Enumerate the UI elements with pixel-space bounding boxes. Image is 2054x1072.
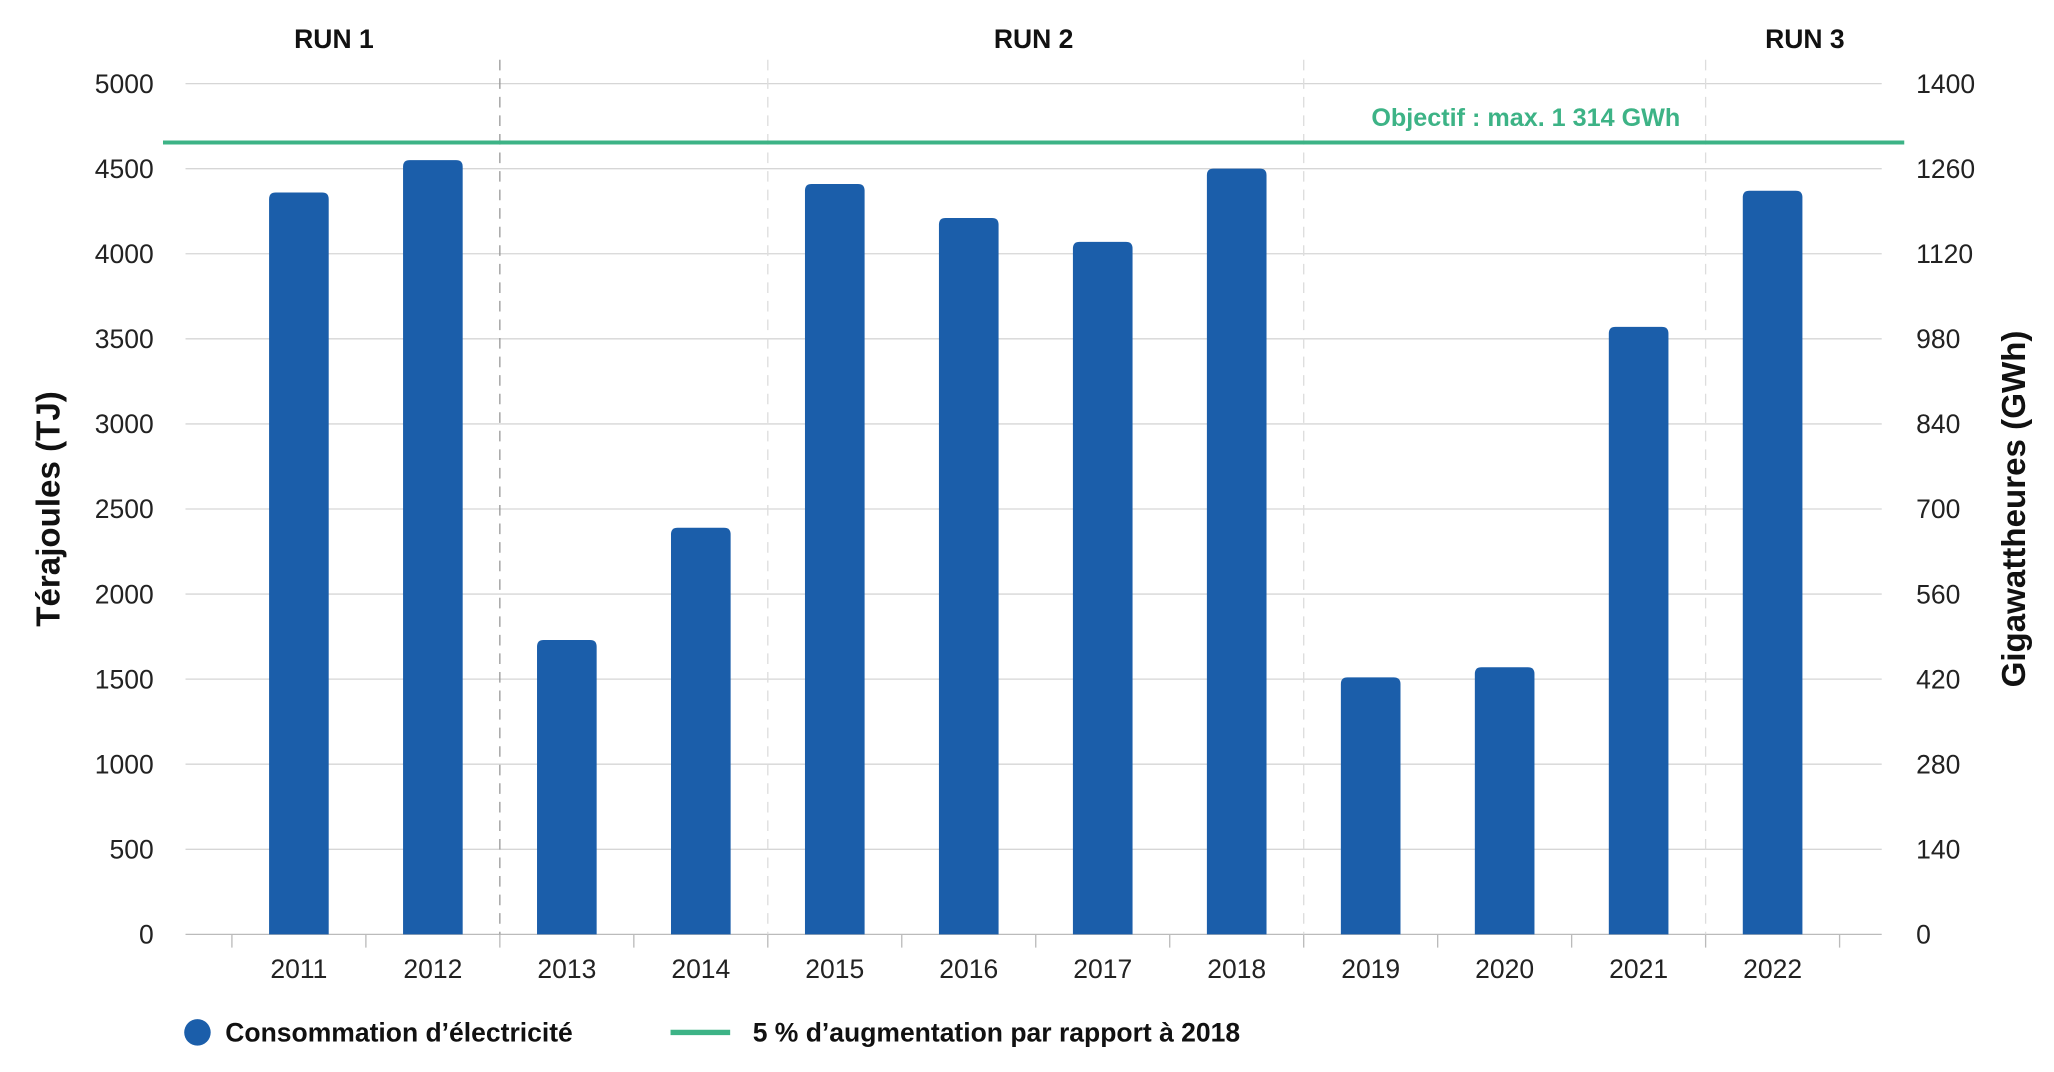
y-tick-label: 1500 [95,664,154,694]
y-tick-label-right: 140 [1916,835,1960,865]
y-tick-label: 500 [109,835,153,865]
bar-2015 [804,183,865,935]
y-axis-label-right: Gigawattheures (GWh) [1996,331,2033,688]
y-tick-label-right: 560 [1916,579,1960,609]
target-label: Objectif : max. 1 314 GWh [1371,104,1680,132]
x-tick-label: 2013 [537,954,596,984]
legend-label-bars: Consommation d’électricité [225,1018,573,1048]
run-labels: RUN 1 RUN 2 RUN 3 [294,24,1844,54]
run-label: RUN 1 [294,24,374,54]
y-tick-label-right: 420 [1916,664,1960,694]
bar-2019 [1340,677,1401,935]
bar-2017 [1072,241,1133,935]
y-axis-right: 0 140 280 420 560 700 840 980 1120 1260 1400 [1916,69,1975,950]
x-tick-label: 2017 [1073,954,1132,984]
bar-2018 [1206,168,1267,935]
y-tick-label-right: 840 [1916,409,1960,439]
y-tick-label: 5000 [95,69,154,99]
y-tick-label-right: 980 [1916,324,1960,354]
x-tick-label: 2018 [1207,954,1266,984]
x-tick-label: 2022 [1743,954,1802,984]
x-tick-label: 2021 [1609,954,1668,984]
x-tick-label: 2016 [939,954,998,984]
run-label: RUN 2 [994,24,1074,54]
x-tick-label: 2020 [1475,954,1534,984]
bar-2011 [269,192,329,935]
y-tick-label: 4500 [95,154,154,184]
bar-2013 [537,640,597,935]
y-tick-label: 2000 [95,579,154,609]
y-tick-label: 0 [139,920,154,950]
y-tick-label: 1000 [95,749,154,779]
legend-label-target: 5 % d’augmentation par rapport à 2018 [753,1018,1240,1048]
bar-2021 [1608,326,1669,935]
bar-2014 [670,527,731,935]
y-tick-label: 3500 [95,324,154,354]
y-tick-label-right: 700 [1916,494,1960,524]
y-tick-label-right: 280 [1916,749,1960,779]
y-tick-label-right: 1400 [1916,69,1975,99]
gridlines [185,82,1882,936]
bar-2012 [403,160,463,935]
y-tick-label: 3000 [95,409,154,439]
y-tick-label: 4000 [95,239,154,269]
y-tick-label: 2500 [95,494,154,524]
y-tick-label-right: 1260 [1916,154,1975,184]
x-tick-label: 2015 [805,954,864,984]
x-tick-label: 2019 [1341,954,1400,984]
bar-2020 [1474,667,1535,935]
x-tick-label: 2014 [671,954,730,984]
y-tick-label-right: 0 [1916,920,1931,950]
y-tick-label-right: 1120 [1916,239,1973,269]
bar-2016 [938,218,999,935]
y-axis-left: 0 500 1000 1500 2000 2500 3000 3500 4000 4500 5000 [95,69,154,950]
x-tick-label: 2012 [403,954,462,984]
x-axis: 2011 2012 2013 2014 2015 2016 2017 2018 2019 2020… [231,934,1841,984]
bars [269,160,1803,935]
bar-2022 [1742,190,1803,935]
legend: Consommation d’électricité 5 % d’augment… [184,1018,1240,1048]
legend-marker-bars [184,1019,211,1046]
y-axis-label-left: Térajoules (TJ) [31,391,68,627]
run-dividers [499,59,1707,935]
run-label: RUN 3 [1765,24,1845,54]
x-tick-label: 2011 [270,954,327,984]
